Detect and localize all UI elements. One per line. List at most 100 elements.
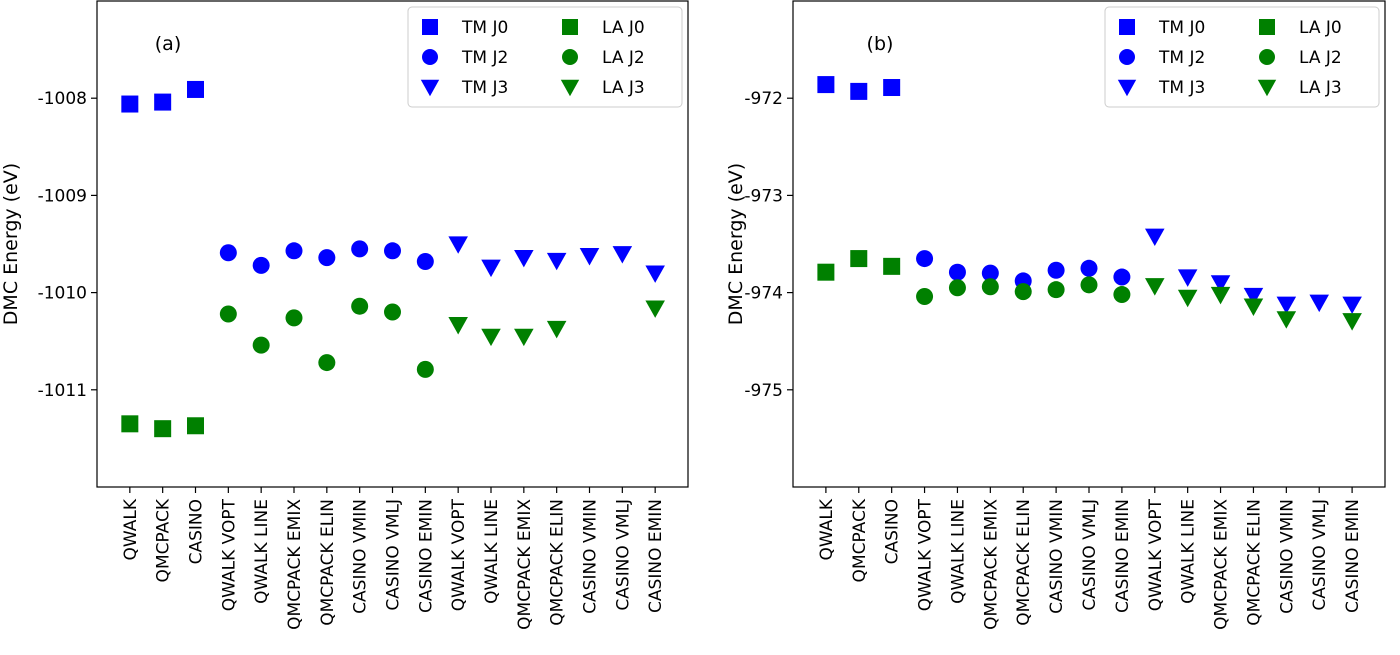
data-point xyxy=(187,80,204,98)
data-point xyxy=(285,242,303,260)
legend-marker xyxy=(1259,49,1275,65)
data-point xyxy=(481,328,501,347)
legend-marker xyxy=(560,79,580,97)
data-point xyxy=(1080,259,1098,277)
data-point xyxy=(219,244,237,262)
data-point xyxy=(1047,261,1065,279)
legend-label: LA J3 xyxy=(602,78,645,98)
x-tick-label: QWALK xyxy=(121,498,141,560)
x-tick-label: CASINO VMLJ xyxy=(1080,499,1100,611)
data-point xyxy=(916,250,934,268)
series-tm-j2 xyxy=(219,240,434,274)
data-point xyxy=(1309,294,1329,313)
data-point xyxy=(318,249,336,267)
data-point xyxy=(817,263,835,281)
data-point xyxy=(948,279,966,297)
x-tick-label: CASINO VMLJ xyxy=(1310,499,1330,611)
x-tick-label: QWALK LINE xyxy=(252,499,272,604)
legend-label: TM J3 xyxy=(1158,78,1205,98)
legend-box xyxy=(1104,6,1380,108)
y-tick-label: -973 xyxy=(744,186,783,206)
series-tm-j3 xyxy=(1145,228,1362,315)
x-tick-label: QWALK LINE xyxy=(948,499,968,604)
data-point xyxy=(121,415,139,433)
x-tick-label: CASINO EMIN xyxy=(1343,499,1363,613)
x-tick-label: QMCPACK xyxy=(850,498,870,582)
legend-marker xyxy=(562,49,578,65)
data-point xyxy=(981,264,999,282)
y-tick-label: -1011 xyxy=(38,381,87,401)
data-point xyxy=(645,265,665,283)
data-point xyxy=(1014,283,1032,301)
data-point xyxy=(1243,298,1264,316)
data-point xyxy=(1080,276,1098,294)
y-tick-label: -1010 xyxy=(38,284,87,304)
x-tick-label: CASINO xyxy=(883,499,903,564)
panel-b: -972 -973 -974 -975 QWALK QMCPACK CASINO QWALK … xyxy=(725,0,1386,630)
series-la-j2 xyxy=(916,276,1131,305)
series-la-j3 xyxy=(448,300,665,347)
data-point xyxy=(1145,228,1165,246)
x-tick-label: CASINO EMIN xyxy=(646,499,666,613)
data-point xyxy=(285,309,303,327)
data-point xyxy=(448,317,468,335)
data-point xyxy=(948,263,966,281)
data-point xyxy=(351,240,369,258)
data-point xyxy=(1276,311,1297,329)
y-tick-label: -1009 xyxy=(38,186,87,206)
x-tick-label: QMCPACK xyxy=(154,498,174,582)
series-tm-j3 xyxy=(448,236,665,283)
data-point xyxy=(252,256,270,274)
data-point xyxy=(481,259,501,278)
x-tick-label: QMCPACK EMIX xyxy=(515,499,535,630)
x-tick-label: CASINO VMIN xyxy=(1047,499,1067,614)
data-point xyxy=(384,303,401,321)
panel-a: -1008 -1009 -1010 -1011 QWALK QMCPACK CASINO QW… xyxy=(0,0,689,630)
panel-label: (b) xyxy=(867,33,894,55)
legend: TM J0 TM J2 TM J3 LA J0 LA J2 LA J3 xyxy=(1104,6,1380,108)
legend-label: TM J0 xyxy=(1158,18,1205,38)
data-point xyxy=(1047,281,1065,299)
data-point xyxy=(850,82,868,100)
data-point xyxy=(546,320,567,339)
legend-marker xyxy=(1259,19,1275,35)
series-tm-j0 xyxy=(121,80,204,113)
data-point xyxy=(121,95,139,113)
data-point xyxy=(883,257,901,275)
x-tick-label: QMCPACK ELIN xyxy=(548,499,568,626)
y-tick-label: -1008 xyxy=(38,89,87,109)
legend-label: LA J3 xyxy=(1299,78,1342,98)
legend-label: TM J2 xyxy=(461,48,508,68)
data-point xyxy=(1243,287,1264,306)
data-point xyxy=(448,236,468,254)
legend-label: LA J0 xyxy=(602,18,645,38)
x-tick-label: QWALK LINE xyxy=(1179,499,1199,604)
legend-marker xyxy=(420,79,440,97)
data-point xyxy=(817,76,835,94)
data-point xyxy=(981,278,999,296)
legend-marker xyxy=(1117,79,1137,97)
legend: TM J0 TM J2 TM J3 LA J0 LA J2 LA J3 xyxy=(407,6,683,108)
data-point xyxy=(252,336,270,354)
data-point xyxy=(514,249,534,268)
data-point xyxy=(546,252,567,271)
panel-label: (a) xyxy=(155,33,181,55)
data-point xyxy=(645,300,665,318)
legend-marker xyxy=(1119,19,1135,35)
x-tick-label: CASINO VMIN xyxy=(351,499,371,614)
data-point xyxy=(1342,296,1362,315)
x-tick-label: QMCPACK EMIX xyxy=(1212,499,1232,630)
x-tick-label: QMCPACK EMIX xyxy=(285,499,305,630)
y-axis-label: DMC Energy (eV) xyxy=(0,163,22,325)
x-tick-label: CASINO VMLJ xyxy=(613,499,633,611)
series-tm-j0 xyxy=(817,76,901,100)
data-point xyxy=(187,417,204,435)
x-tick-label: CASINO xyxy=(187,499,207,564)
x-tick-label: QWALK VOPT xyxy=(449,498,469,611)
series-la-j0 xyxy=(817,250,901,281)
x-tick-label: CASINO EMIN xyxy=(1113,499,1133,613)
x-tick-label: QWALK LINE xyxy=(482,499,502,604)
x-tick-label: CASINO VMIN xyxy=(1277,499,1297,614)
data-point xyxy=(219,305,237,323)
x-tick-label: QMCPACK EMIX xyxy=(981,499,1001,630)
